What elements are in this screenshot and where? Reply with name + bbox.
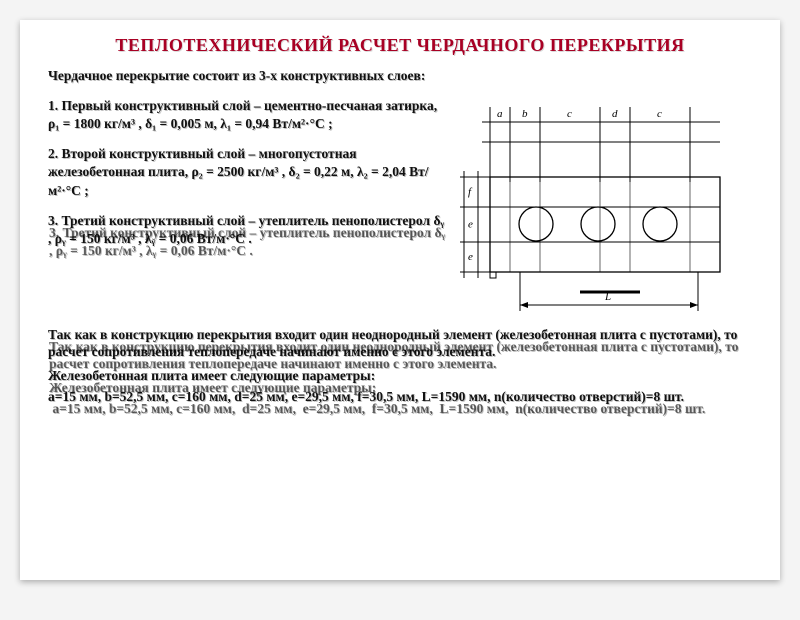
params-text: a=15 мм, b=52,5 мм, c=160 мм, d=25 мм, e…: [48, 388, 752, 406]
layer3-text: 3. Третий конструктивный слой – утеплите…: [48, 212, 448, 248]
page-title: ТЕПЛОТЕХНИЧЕСКИЙ РАСЧЕТ ЧЕРДАЧНОГО ПЕРЕК…: [48, 34, 752, 57]
layer1-text: 1. Первый конструктивный слой – цементно…: [48, 97, 448, 133]
intro-text: Чердачное перекрытие состоит из 3-х конс…: [48, 67, 448, 85]
layer2-text: 2. Второй конструктивный слой – многопус…: [48, 145, 448, 200]
svg-text:f: f: [468, 186, 473, 198]
svg-text:d: d: [612, 108, 618, 120]
svg-text:L: L: [604, 291, 611, 303]
svg-text:e: e: [468, 251, 473, 263]
svg-text:a: a: [497, 108, 503, 120]
svg-text:e: e: [468, 218, 473, 230]
svg-text:b: b: [522, 108, 528, 120]
content-columns: Чердачное перекрытие состоит из 3-х конс…: [48, 67, 752, 322]
text-column: Чердачное перекрытие состоит из 3-х конс…: [48, 67, 456, 322]
slide: ТЕПЛОТЕХНИЧЕСКИЙ РАСЧЕТ ЧЕРДАЧНОГО ПЕРЕК…: [20, 20, 780, 580]
plate-text: Железобетонная плита имеет следующие пар…: [48, 367, 752, 385]
section-diagram: a b c d c f e e L: [460, 87, 730, 317]
svg-text:c: c: [567, 108, 572, 120]
note-text: Так как в конструкцию перекрытия входит …: [48, 326, 752, 361]
diagram-column: a b c d c f e e L: [456, 67, 752, 322]
svg-text:c: c: [657, 108, 662, 120]
